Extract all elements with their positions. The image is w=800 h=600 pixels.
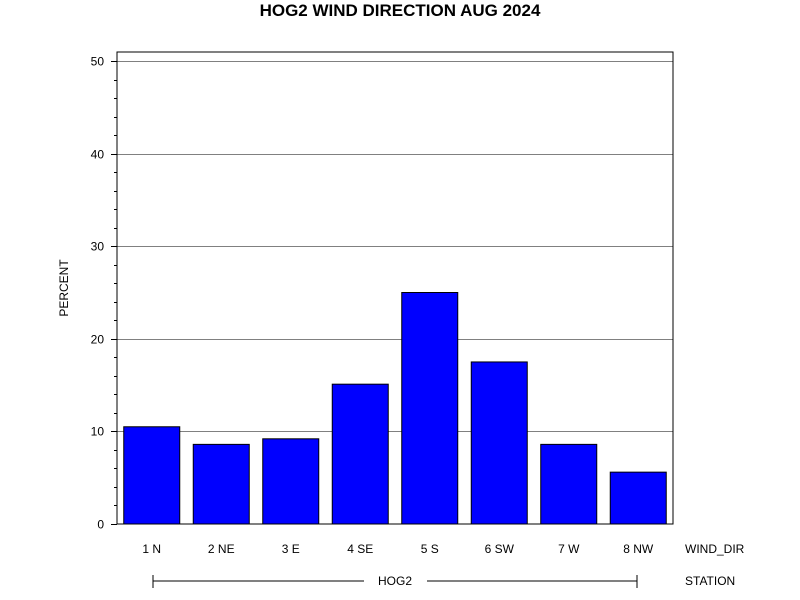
group-axis-label: STATION — [685, 574, 735, 588]
y-tick-label: 20 — [91, 333, 105, 347]
x-tick-label: 7 W — [558, 542, 580, 556]
plot-frame — [116, 51, 674, 525]
bar — [401, 292, 459, 525]
x-axis-label: WIND_DIR — [685, 542, 745, 556]
chart-title: HOG2 WIND DIRECTION AUG 2024 — [259, 1, 541, 20]
x-tick-label: 3 E — [282, 542, 300, 556]
station-group-bracket: HOG2 — [152, 574, 638, 588]
y-tick-label: 10 — [91, 425, 105, 439]
bar — [331, 383, 389, 525]
bar — [609, 471, 667, 525]
y-tick-label: 0 — [97, 518, 104, 532]
y-tick-label: 50 — [91, 55, 105, 69]
y-tick-label: 30 — [91, 240, 105, 254]
x-tick-label: 2 NE — [208, 542, 235, 556]
bar — [470, 361, 528, 525]
bar — [262, 438, 320, 525]
y-axis-label: PERCENT — [57, 259, 71, 317]
group-label: HOG2 — [378, 574, 412, 588]
bar — [540, 443, 598, 525]
x-tick-label: 5 S — [421, 542, 439, 556]
x-tick-label: 1 N — [142, 542, 161, 556]
bars — [123, 292, 667, 525]
x-tick-label: 8 NW — [623, 542, 654, 556]
y-axis: 0 10 20 30 40 50 — [91, 55, 117, 532]
y-tick-label: 40 — [91, 148, 105, 162]
bar — [123, 426, 181, 525]
x-tick-label: 4 SE — [347, 542, 373, 556]
x-tick-label: 6 SW — [485, 542, 515, 556]
gridlines — [117, 61, 673, 432]
bar — [192, 443, 250, 525]
x-axis: 1 N 2 NE 3 E 4 SE 5 S 6 SW 7 W 8 NW — [142, 542, 654, 556]
